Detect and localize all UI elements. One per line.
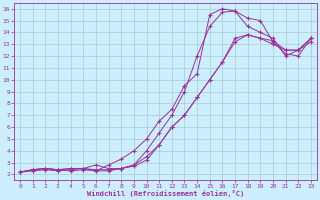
X-axis label: Windchill (Refroidissement éolien,°C): Windchill (Refroidissement éolien,°C) bbox=[87, 190, 244, 197]
